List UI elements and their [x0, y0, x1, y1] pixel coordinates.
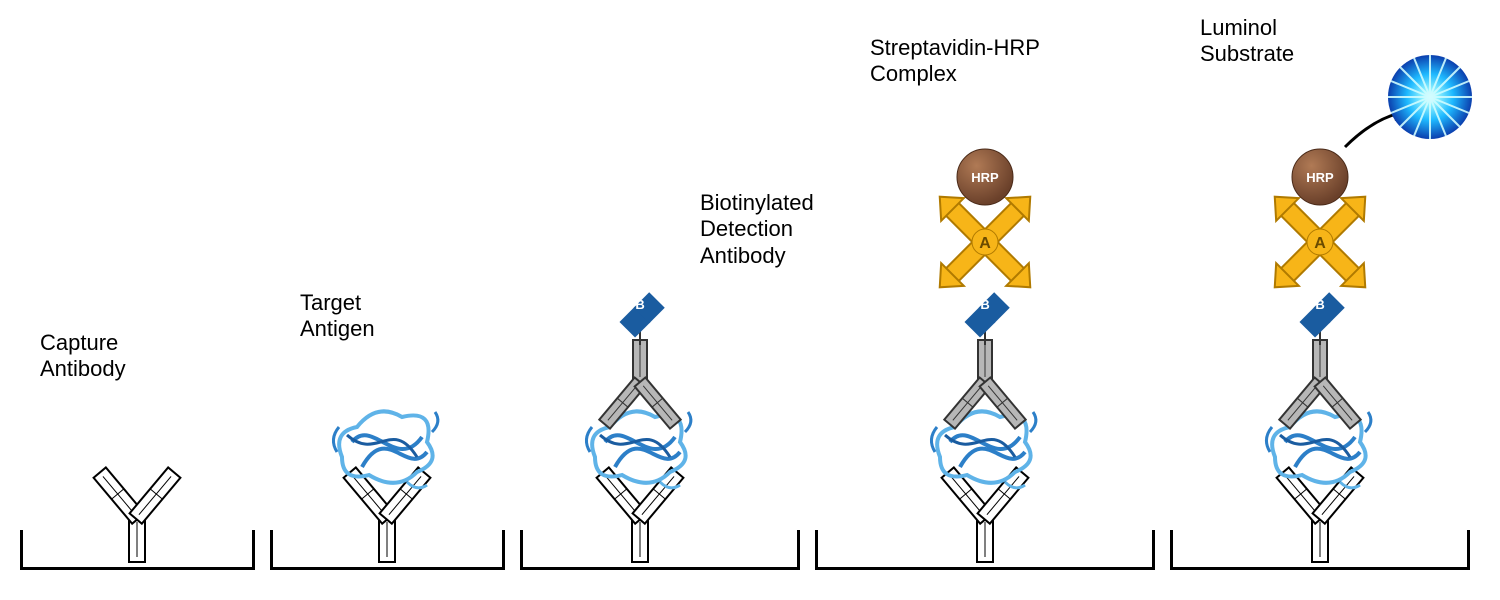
biotin-icon — [964, 292, 1009, 345]
capture-antibody-icon — [94, 467, 181, 562]
detection-antibody-icon — [1279, 340, 1360, 429]
biotin-icon — [619, 292, 664, 345]
hrp-icon — [1292, 149, 1348, 205]
hrp-icon — [957, 149, 1013, 205]
stage-sav-hrp — [815, 67, 1155, 567]
detection-antibody-icon — [599, 340, 680, 429]
label-streptavidin-hrp: Streptavidin-HRP Complex — [870, 35, 1040, 88]
label-detection-antibody: Biotinylated Detection Antibody — [700, 190, 814, 269]
stage-capture — [20, 367, 255, 567]
stage-antigen — [270, 307, 505, 567]
luminol-glow-icon — [1388, 55, 1472, 139]
detection-antibody-icon — [944, 340, 1025, 429]
biotin-icon — [1299, 292, 1344, 345]
stage-luminol — [1170, 7, 1500, 567]
label-luminol-substrate: Luminol Substrate — [1200, 15, 1294, 68]
label-capture-antibody: Capture Antibody — [40, 330, 126, 383]
label-target-antigen: Target Antigen — [300, 290, 375, 343]
